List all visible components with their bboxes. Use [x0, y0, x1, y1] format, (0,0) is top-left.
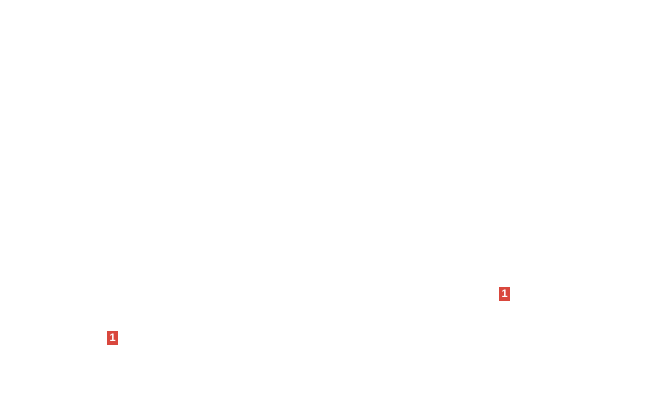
count-badge: 1	[107, 331, 118, 345]
count-badge: 1	[499, 287, 510, 301]
